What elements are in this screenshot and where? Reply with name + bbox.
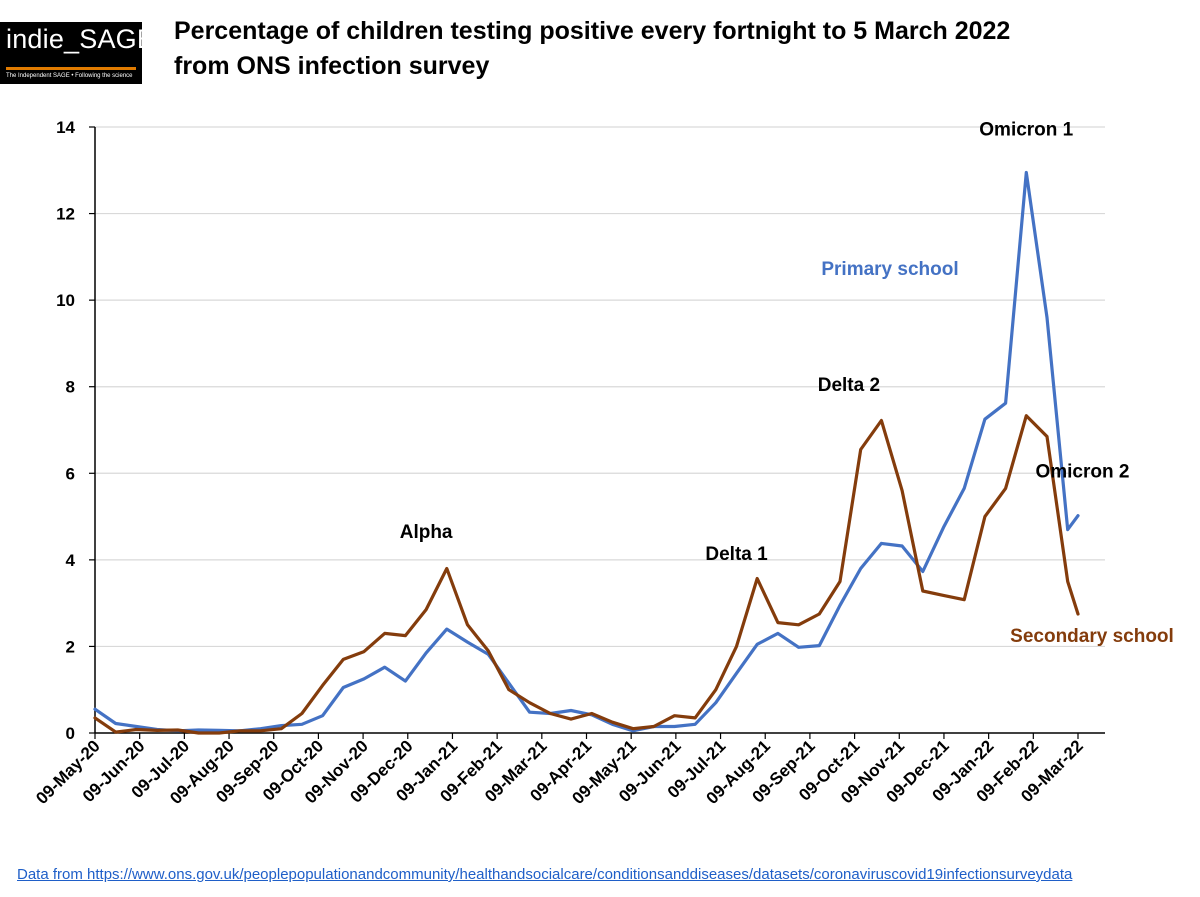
annotation-delta-2: Delta 2: [818, 375, 880, 396]
y-tick-label-12: 12: [56, 205, 75, 224]
logo-tagline: The Independent SAGE • Following the sci…: [6, 73, 133, 79]
legend-primary-school: Primary school: [821, 259, 958, 280]
y-tick-label-10: 10: [56, 291, 75, 310]
annotation-alpha: Alpha: [400, 522, 453, 543]
annotations: Alpha Delta 1 Delta 2 Omicron 1 Omicron 2: [400, 120, 1130, 565]
data-source-link[interactable]: https://www.ons.gov.uk/peoplepopulationa…: [87, 866, 1073, 883]
chart-title-line-1: Percentage of children testing positive …: [174, 17, 1011, 45]
series-line-primary-school: [93, 170, 1080, 733]
y-tick-label-0: 0: [66, 724, 75, 743]
axes: [89, 126, 1105, 739]
y-tick-label-6: 6: [66, 464, 75, 483]
logo-accent-bar: [6, 67, 136, 70]
legend-labels: Primary school Secondary school: [821, 259, 1173, 647]
data-source: Data from https://www.ons.gov.uk/peoplep…: [17, 866, 1072, 883]
legend-secondary-school: Secondary school: [1010, 626, 1174, 647]
gridlines: [95, 126, 1105, 648]
annotation-omicron-2: Omicron 2: [1035, 462, 1129, 483]
x-axis-ticks: 09-May-2009-Jun-2009-Jul-2009-Aug-2009-S…: [32, 736, 1087, 808]
logo-name: indie_SAGE: [6, 24, 156, 54]
y-tick-label-4: 4: [66, 551, 76, 570]
y-tick-label-8: 8: [66, 378, 75, 397]
chart-title-line-2: from ONS infection survey: [174, 52, 490, 80]
y-tick-label-2: 2: [66, 637, 75, 656]
series-lines: [93, 170, 1080, 735]
y-axis-ticks: 0 2 4 6 8 10 12 14: [56, 118, 75, 743]
indie-sage-logo: indie_SAGE The Independent SAGE • Follow…: [0, 22, 155, 84]
data-source-label: Data from: [17, 866, 88, 883]
annotation-omicron-1: Omicron 1: [979, 120, 1073, 141]
y-tick-label-14: 14: [56, 118, 75, 137]
chart-title: Percentage of children testing positive …: [174, 14, 1184, 84]
series-line-secondary-school: [93, 414, 1080, 735]
annotation-delta-1: Delta 1: [705, 544, 768, 565]
